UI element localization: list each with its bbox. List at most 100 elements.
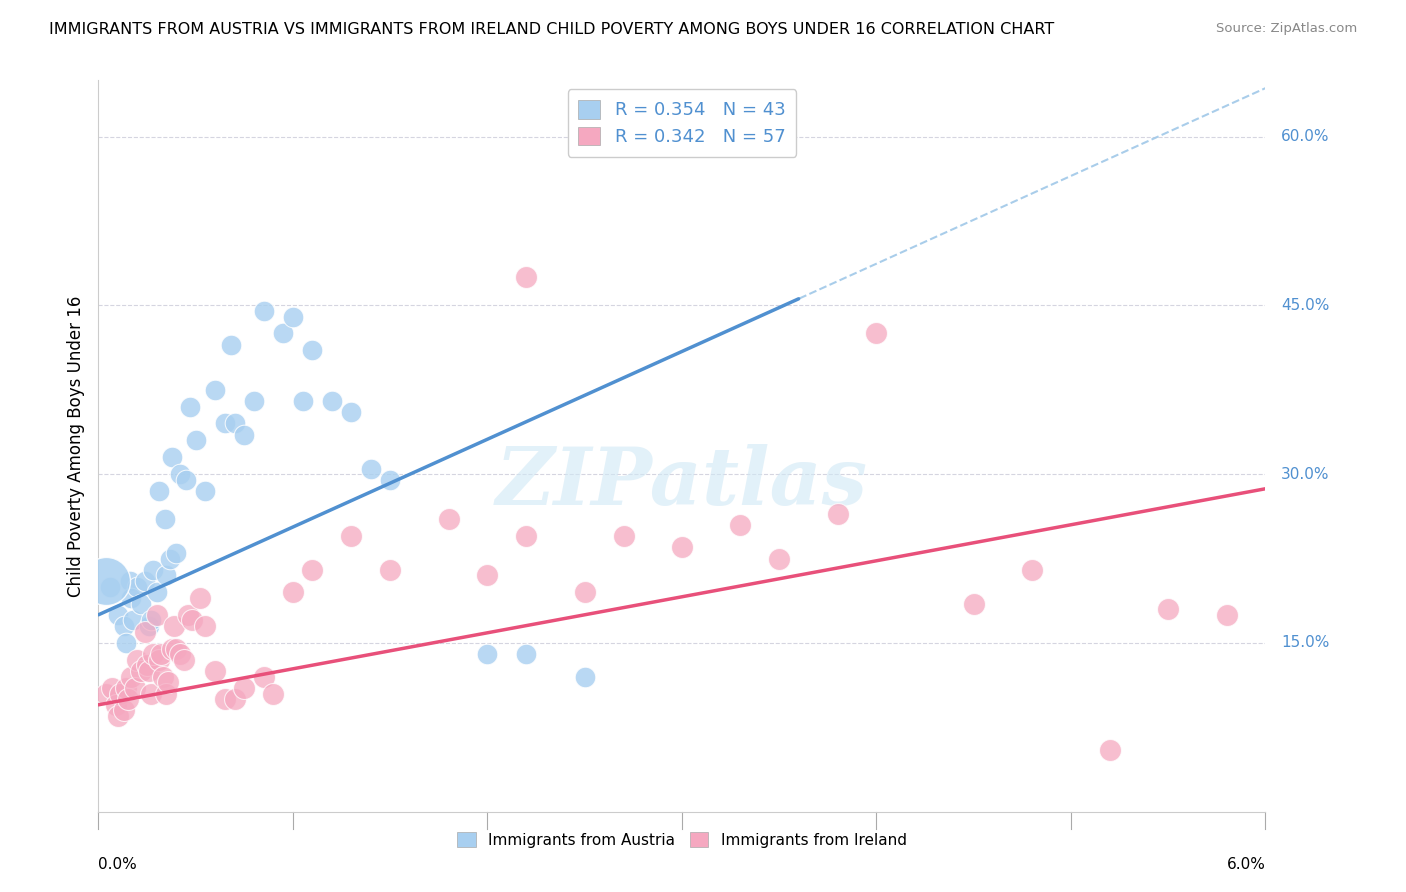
Point <box>515 647 537 661</box>
Point <box>301 343 323 358</box>
Point <box>380 473 402 487</box>
Point <box>219 337 242 351</box>
Text: ZIPatlas: ZIPatlas <box>496 444 868 521</box>
Point <box>96 687 118 701</box>
Point <box>159 551 181 566</box>
Point <box>98 580 121 594</box>
Point <box>671 541 693 555</box>
Point <box>613 529 636 543</box>
Point <box>146 607 169 622</box>
Y-axis label: Child Poverty Among Boys Under 16: Child Poverty Among Boys Under 16 <box>66 295 84 597</box>
Point <box>155 568 177 582</box>
Text: 45.0%: 45.0% <box>1281 298 1329 313</box>
Point <box>121 591 143 605</box>
Point <box>194 619 217 633</box>
Point <box>827 507 849 521</box>
Point <box>730 517 752 532</box>
Point <box>162 641 184 656</box>
Point <box>865 326 887 341</box>
Text: IMMIGRANTS FROM AUSTRIA VS IMMIGRANTS FROM IRELAND CHILD POVERTY AMONG BOYS UNDE: IMMIGRANTS FROM AUSTRIA VS IMMIGRANTS FR… <box>49 22 1054 37</box>
Point <box>134 624 156 639</box>
Point <box>127 653 149 667</box>
Point <box>291 394 314 409</box>
Point <box>136 658 159 673</box>
Point <box>574 585 596 599</box>
Point <box>437 512 460 526</box>
Point <box>163 619 186 633</box>
Point <box>138 619 160 633</box>
Point <box>149 647 172 661</box>
Point <box>108 687 131 701</box>
Point <box>360 461 382 475</box>
Point <box>574 670 596 684</box>
Point <box>271 326 294 341</box>
Point <box>121 670 143 684</box>
Point <box>1098 743 1121 757</box>
Point <box>139 687 162 701</box>
Point <box>962 597 984 611</box>
Point <box>180 614 202 628</box>
Legend: Immigrants from Austria, Immigrants from Ireland: Immigrants from Austria, Immigrants from… <box>450 824 914 855</box>
Point <box>107 607 129 622</box>
Point <box>117 692 139 706</box>
Point <box>165 546 187 560</box>
Point <box>152 670 174 684</box>
Point <box>148 653 170 667</box>
Point <box>142 647 165 661</box>
Point <box>177 607 200 622</box>
Point <box>146 585 169 599</box>
Point <box>114 681 136 695</box>
Point <box>477 647 499 661</box>
Point <box>173 653 195 667</box>
Point <box>112 619 135 633</box>
Point <box>204 664 226 678</box>
Point <box>1215 607 1237 622</box>
Point <box>233 681 256 695</box>
Point <box>768 551 790 566</box>
Point <box>214 417 236 431</box>
Text: 6.0%: 6.0% <box>1226 856 1265 871</box>
Text: 60.0%: 60.0% <box>1281 129 1330 144</box>
Point <box>96 574 118 588</box>
Point <box>169 647 191 661</box>
Point <box>127 580 149 594</box>
Point <box>114 636 136 650</box>
Point <box>179 400 201 414</box>
Point <box>281 310 304 324</box>
Point <box>188 591 211 605</box>
Point <box>301 563 323 577</box>
Point <box>107 709 129 723</box>
Point <box>129 664 152 678</box>
Point <box>104 698 127 712</box>
Point <box>515 270 537 285</box>
Point <box>321 394 343 409</box>
Point <box>243 394 266 409</box>
Point <box>477 568 499 582</box>
Point <box>169 467 191 482</box>
Text: Source: ZipAtlas.com: Source: ZipAtlas.com <box>1216 22 1357 36</box>
Point <box>122 614 145 628</box>
Point <box>139 614 162 628</box>
Point <box>129 597 152 611</box>
Point <box>184 434 207 448</box>
Point <box>380 563 402 577</box>
Point <box>194 483 217 498</box>
Point <box>142 563 165 577</box>
Point <box>112 703 135 717</box>
Point <box>174 473 197 487</box>
Point <box>124 681 146 695</box>
Point <box>214 692 236 706</box>
Point <box>162 450 184 465</box>
Point <box>515 529 537 543</box>
Point <box>224 692 246 706</box>
Point <box>340 529 363 543</box>
Point <box>157 675 180 690</box>
Point <box>134 574 156 588</box>
Point <box>155 687 177 701</box>
Point <box>1021 563 1043 577</box>
Point <box>101 681 124 695</box>
Point <box>253 670 276 684</box>
Point <box>153 512 176 526</box>
Point <box>118 574 141 588</box>
Text: 0.0%: 0.0% <box>98 856 138 871</box>
